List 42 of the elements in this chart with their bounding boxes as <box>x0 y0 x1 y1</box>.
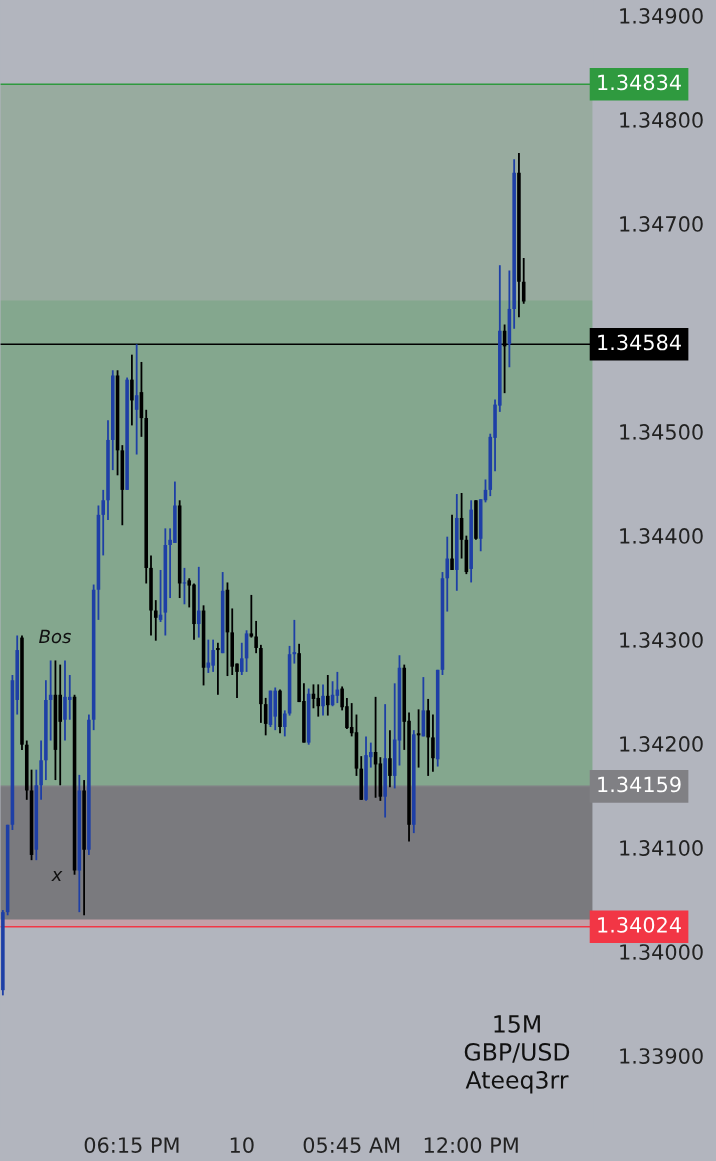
candlestick <box>326 674 330 717</box>
candlestick <box>211 638 215 673</box>
y-tick-label: 1.34100 <box>620 840 703 856</box>
ref-line-label: 1.34834 <box>598 74 681 91</box>
y-tick-label: 1.34200 <box>620 736 703 752</box>
candlestick <box>388 729 392 789</box>
candlestick <box>101 488 106 557</box>
candlestick <box>316 683 321 718</box>
candlestick <box>240 641 244 676</box>
candlestick <box>130 353 134 427</box>
y-tick-label: 1.34900 <box>620 8 703 24</box>
annotation: 15M <box>494 1015 540 1033</box>
ref-line-label: 1.34159 <box>598 776 681 793</box>
y-tick-label: 1.34500 <box>620 424 703 440</box>
x-tick-label: 06:15 PM <box>84 1137 179 1153</box>
candlestick <box>196 565 201 639</box>
ref-line-label: 1.34584 <box>598 334 681 351</box>
candlestick <box>521 257 526 305</box>
candlestick <box>321 683 325 717</box>
candlestick <box>283 709 287 738</box>
candlestick <box>249 594 254 639</box>
x-tick-label: 12:00 PM <box>424 1137 518 1153</box>
y-tick-label: 1.34000 <box>620 944 703 960</box>
candlestick <box>216 641 220 696</box>
x-tick-label: 05:45 AM <box>303 1137 400 1153</box>
candlestick <box>431 713 435 773</box>
candlestick <box>153 599 158 642</box>
x-tick-label: 10 <box>230 1137 254 1153</box>
y-tick-label: 1.34700 <box>620 216 703 232</box>
annotation: x <box>51 871 63 881</box>
y-tick-label: 1.34400 <box>620 528 703 544</box>
y-tick-label: 1.33900 <box>620 1048 703 1064</box>
y-tick-label: 1.34300 <box>620 632 703 648</box>
annotation: GBP/USD <box>464 1042 570 1063</box>
annotation: Bos <box>39 629 72 644</box>
candlestick <box>67 674 72 721</box>
candlestick <box>450 513 454 571</box>
ref-line-label: 1.34024 <box>598 917 681 933</box>
candlestick <box>445 535 450 613</box>
y-tick-label: 1.34800 <box>620 112 703 128</box>
candlestick <box>254 620 258 655</box>
annotation: Ateeq3rr <box>465 1070 569 1094</box>
